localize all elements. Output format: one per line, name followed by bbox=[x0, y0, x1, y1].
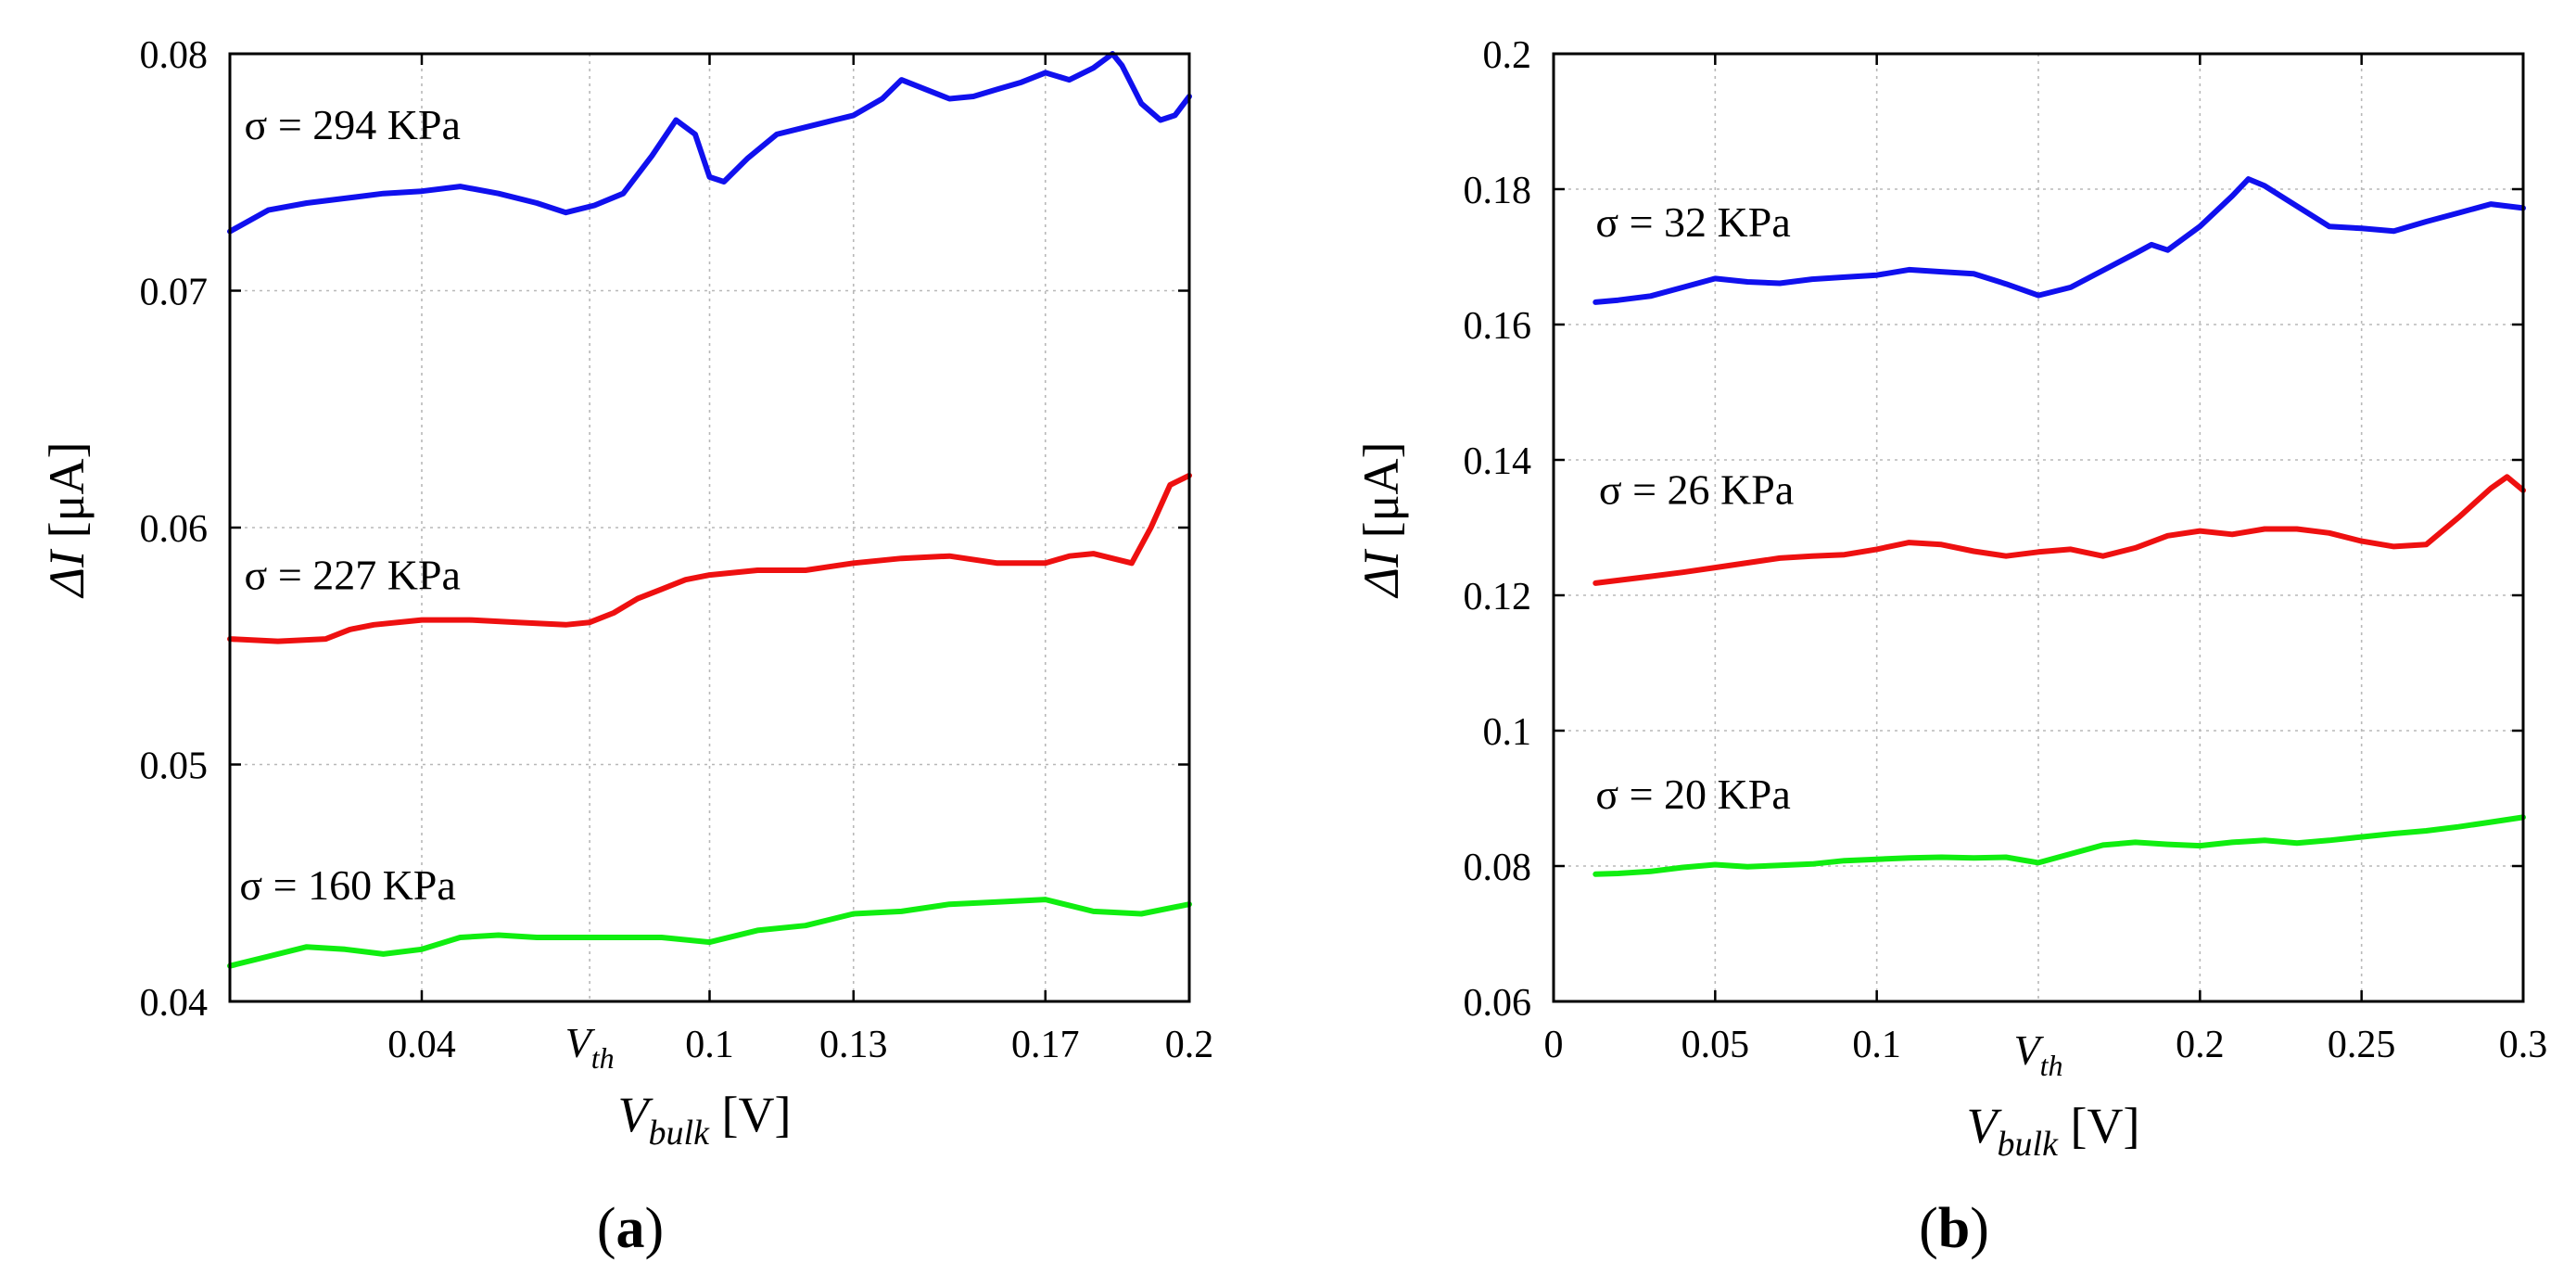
x-axis-label-sub: bulk bbox=[1998, 1125, 2060, 1164]
series-label-3: σ = 160 KPa bbox=[239, 861, 455, 909]
y-tick-label: 0.06 bbox=[140, 508, 209, 551]
x-axis-label: Vbulk [V] bbox=[1967, 1098, 2140, 1164]
x-tick-label: 0 bbox=[1544, 1024, 1564, 1066]
series-label-1: σ = 294 KPa bbox=[245, 101, 461, 148]
y-axis-label-delta: Δ bbox=[1353, 567, 1409, 599]
panel-label: (a) bbox=[597, 1197, 664, 1260]
y-tick-label: 0.04 bbox=[140, 982, 209, 1025]
panel-b: σ = 32 KPa σ = 26 KPa σ = 20 KPa 0 0.05 0.1 0.… bbox=[1353, 34, 2547, 1260]
vth-label: Vth bbox=[2014, 1026, 2063, 1082]
plot-frame bbox=[1552, 52, 2525, 1003]
y-axis-label: ΔI [μA] bbox=[39, 441, 95, 598]
x-axis-label: Vbulk [V] bbox=[618, 1087, 792, 1153]
y-tick-label: 0.2 bbox=[1483, 34, 1532, 77]
panel-label-letter: b bbox=[1938, 1197, 1970, 1260]
y-tick-label: 0.08 bbox=[140, 34, 209, 77]
series-label-2: σ = 227 KPa bbox=[245, 551, 461, 598]
series-label-2: σ = 26 KPa bbox=[1599, 465, 1794, 513]
y-tick-label: 0.07 bbox=[140, 272, 209, 314]
x-tick-label: 0.05 bbox=[1681, 1024, 1750, 1066]
y-axis-label-symbol: I bbox=[1353, 548, 1409, 568]
x-tick-label: 0.17 bbox=[1011, 1024, 1080, 1066]
y-tick-label: 0.12 bbox=[1464, 576, 1532, 618]
y-tick-label: 0.18 bbox=[1464, 170, 1532, 212]
x-tick-label: 0.25 bbox=[2328, 1024, 2396, 1066]
panel-label-letter: a bbox=[616, 1197, 645, 1260]
x-tick-label: 0.2 bbox=[1165, 1024, 1214, 1066]
panel-label: (b) bbox=[1919, 1197, 1989, 1260]
series-label-1: σ = 32 KPa bbox=[1595, 198, 1790, 246]
panel-label-close: ) bbox=[645, 1197, 665, 1260]
series-line-3 bbox=[227, 897, 1192, 969]
x-axis-label-main: V bbox=[1967, 1098, 2003, 1153]
vth-label-sub: th bbox=[2040, 1049, 2063, 1082]
vth-label: Vth bbox=[565, 1019, 615, 1075]
y-tick-label: 0.14 bbox=[1464, 440, 1532, 483]
series-line-2 bbox=[1593, 474, 2526, 586]
x-tick-label: 0.3 bbox=[2499, 1024, 2548, 1066]
x-tick-label: 0.2 bbox=[2176, 1024, 2225, 1066]
panel-label-open: ( bbox=[597, 1197, 616, 1260]
y-tick-label: 0.05 bbox=[140, 745, 209, 788]
series-label-3: σ = 20 KPa bbox=[1595, 771, 1790, 818]
y-axis-label-unit: [μA] bbox=[39, 441, 95, 550]
y-axis-label-delta: Δ bbox=[39, 567, 95, 599]
y-tick-label: 0.16 bbox=[1464, 305, 1532, 348]
y-tick-label: 0.1 bbox=[1483, 711, 1532, 754]
series-line-1 bbox=[1593, 176, 2526, 305]
y-axis-label-symbol: I bbox=[39, 548, 95, 568]
vth-label-main: V bbox=[2014, 1026, 2045, 1074]
vth-label-sub: th bbox=[591, 1041, 615, 1075]
panel-label-open: ( bbox=[1919, 1197, 1938, 1260]
x-axis-label-unit: [V] bbox=[709, 1087, 791, 1142]
x-axis-label-main: V bbox=[618, 1087, 654, 1142]
x-tick-label: 0.1 bbox=[1852, 1024, 1901, 1066]
panel-label-close: ) bbox=[1970, 1197, 1989, 1260]
x-axis-label-sub: bulk bbox=[649, 1114, 711, 1153]
x-tick-label: 0.1 bbox=[685, 1024, 734, 1066]
x-tick-label: 0.04 bbox=[387, 1024, 456, 1066]
series-line-3 bbox=[1593, 814, 2526, 877]
y-tick-label: 0.08 bbox=[1464, 847, 1532, 889]
y-tick-label: 0.06 bbox=[1464, 982, 1532, 1025]
vth-label-main: V bbox=[565, 1019, 596, 1066]
x-axis-label-unit: [V] bbox=[2058, 1098, 2139, 1153]
x-tick-label: 0.13 bbox=[819, 1024, 888, 1066]
y-axis-label-unit: [μA] bbox=[1353, 441, 1409, 550]
panel-a: σ = 294 KPa σ = 227 KPa σ = 160 KPa 0.04 0.1… bbox=[39, 34, 1213, 1260]
series-line-1 bbox=[227, 51, 1192, 235]
y-axis-label: ΔI [μA] bbox=[1353, 441, 1409, 598]
series-line-2 bbox=[227, 472, 1192, 644]
